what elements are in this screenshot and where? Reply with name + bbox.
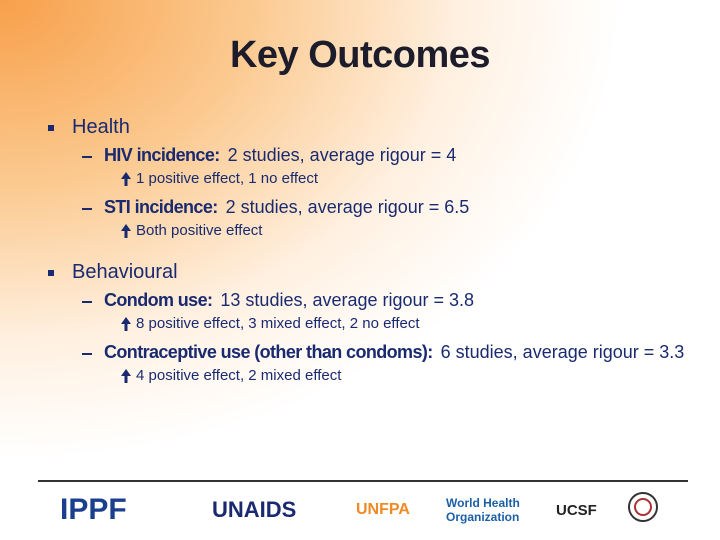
logo: UCSF (556, 501, 597, 519)
divider (38, 480, 688, 482)
detail-text: Both positive effect (136, 222, 263, 239)
item: STI incidence: 2 studies, average rigour … (48, 197, 688, 218)
item-text: 6 studies, average rigour = 3.3 (440, 342, 685, 362)
detail-text: 1 positive effect, 1 no effect (136, 170, 319, 187)
logo: UNFPA (356, 501, 410, 518)
detail-text: 4 positive effect, 2 mixed effect (136, 367, 342, 384)
item-detail: 4 positive effect, 2 mixed effect (48, 367, 688, 384)
section-heading: Behavioural (48, 261, 688, 284)
bullet (48, 270, 54, 276)
heading-text: Health (72, 116, 130, 138)
item-detail: Both positive effect (48, 222, 688, 239)
dash (82, 156, 92, 158)
item: HIV incidence: 2 studies, average rigour … (48, 145, 688, 166)
dash (82, 301, 92, 303)
logo: IPPF (60, 493, 127, 526)
detail-text: 8 positive effect, 3 mixed effect, 2 no … (136, 315, 420, 332)
logo-strip: IPPF UNAIDS UNFPA World Health Organization… (0, 484, 720, 540)
item-text: 2 studies, average rigour = 6.5 (225, 197, 470, 217)
section-heading: Health (48, 116, 688, 139)
dash (82, 353, 92, 355)
arrow-up (121, 369, 131, 383)
item-label: Condom use: (104, 290, 213, 310)
item-text: 2 studies, average rigour = 4 (227, 145, 457, 165)
arrow-up (121, 317, 131, 331)
item-label: Contraceptive use (other than condoms): (104, 342, 433, 362)
item-text: 13 studies, average rigour = 3.8 (220, 290, 475, 310)
logo: UNAIDS (212, 497, 297, 522)
item-label: STI incidence: (104, 197, 218, 217)
title: Key Outcomes (229, 34, 491, 76)
item-label: HIV incidence: (104, 145, 220, 165)
item-detail: 8 positive effect, 3 mixed effect, 2 no … (48, 315, 688, 332)
item-detail: 1 positive effect, 1 no effect (48, 170, 688, 187)
arrow-up (121, 224, 131, 238)
heading-text: Behavioural (72, 261, 178, 283)
arrow-up (121, 172, 131, 186)
bullet (48, 125, 54, 131)
section: Behavioural Condom use: 13 studies, averag… (48, 261, 688, 384)
item: Contraceptive use (other than condoms): 6… (48, 342, 688, 363)
content: Health HIV incidence: 2 studies, average r… (48, 116, 688, 406)
seal-logo (628, 492, 658, 522)
section: Health HIV incidence: 2 studies, average r… (48, 116, 688, 239)
item: Condom use: 13 studies, average rigour = … (48, 290, 688, 311)
dash (82, 208, 92, 210)
logo: World Health Organization (446, 496, 520, 524)
